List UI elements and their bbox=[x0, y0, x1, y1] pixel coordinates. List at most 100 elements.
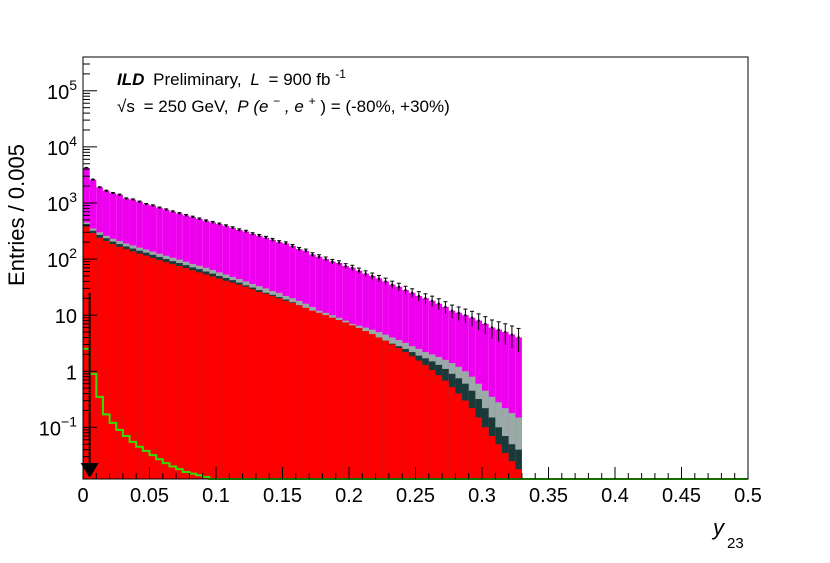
data-point-19 bbox=[211, 221, 214, 224]
series-3-bin-60 bbox=[482, 427, 489, 479]
data-point-26 bbox=[258, 234, 261, 237]
x-tick-label-0: 0 bbox=[77, 485, 88, 507]
data-point-17 bbox=[198, 217, 201, 221]
x-tick-label-8: 0.4 bbox=[601, 485, 629, 507]
series-3-bin-54 bbox=[442, 380, 449, 479]
data-point-5 bbox=[118, 193, 121, 196]
series-3-bin-38 bbox=[335, 319, 343, 479]
data-point-47 bbox=[397, 285, 401, 289]
data-point-38 bbox=[337, 261, 341, 265]
series-3-bin-47 bbox=[395, 347, 403, 479]
annotation-ild: ILD bbox=[117, 70, 144, 89]
y-tick-label-5: 1 bbox=[66, 362, 77, 384]
annotation-lumi-sup: -1 bbox=[335, 67, 346, 81]
data-point-20 bbox=[218, 222, 221, 226]
data-point-40 bbox=[351, 266, 354, 269]
x-tick-label-10: 0.5 bbox=[734, 485, 762, 507]
series-3-bin-17 bbox=[196, 272, 203, 479]
series-3-bin-10 bbox=[149, 257, 157, 479]
series-3-bin-45 bbox=[382, 340, 389, 479]
data-point-23 bbox=[238, 228, 241, 232]
data-point-4 bbox=[111, 191, 115, 195]
series-0-bin-63 bbox=[501, 332, 509, 479]
series-3-bin-53 bbox=[435, 375, 443, 479]
series-3-bin-25 bbox=[249, 289, 256, 479]
data-point-16 bbox=[191, 215, 194, 219]
series-3-bin-32 bbox=[295, 305, 303, 479]
series-3-bin-63 bbox=[501, 452, 509, 479]
series-3-bin-9 bbox=[142, 255, 150, 479]
series-3-bin-50 bbox=[415, 360, 423, 479]
annotation: ILD Preliminary, L = 900 fb -1 √s = 250 … bbox=[117, 67, 450, 116]
annotation-comma: , e bbox=[285, 97, 304, 116]
data-point-63 bbox=[504, 330, 507, 334]
annotation-polarization: ) = (-80%, +30%) bbox=[320, 97, 449, 116]
x-axis-title-subscript: 23 bbox=[727, 535, 744, 552]
data-point-2 bbox=[98, 186, 101, 189]
series-3-bin-39 bbox=[342, 322, 349, 479]
series-3-bin-26 bbox=[255, 291, 263, 479]
series-3-bin-58 bbox=[468, 408, 476, 479]
series-3-bin-16 bbox=[189, 270, 197, 479]
annotation-L: L bbox=[250, 70, 259, 89]
data-point-13 bbox=[171, 210, 174, 213]
data-point-57 bbox=[464, 313, 467, 317]
x-tick-label-6: 0.3 bbox=[468, 485, 496, 507]
data-point-54 bbox=[444, 305, 447, 309]
series-3-bin-36 bbox=[322, 315, 330, 479]
y-tick-label-0: 105 bbox=[47, 77, 77, 104]
series-3-bin-31 bbox=[289, 302, 296, 479]
series-3-bin-7 bbox=[129, 251, 137, 479]
series-3-bin-55 bbox=[448, 387, 456, 479]
annotation-sqrt-s: √s bbox=[117, 97, 135, 116]
data-point-35 bbox=[317, 255, 321, 258]
series-3-bin-56 bbox=[455, 393, 463, 479]
series-0-bin-65 bbox=[515, 337, 522, 479]
data-point-22 bbox=[231, 226, 234, 230]
series-3-bin-48 bbox=[402, 352, 409, 479]
data-point-37 bbox=[331, 260, 334, 263]
series-3-bin-20 bbox=[216, 278, 223, 479]
annotation-lumi: = 900 fb bbox=[269, 70, 331, 89]
x-axis: 0 0.05 0.1 0.15 0.2 0.25 0.3 0.35 0.4 0.45 0.5 bbox=[77, 467, 762, 507]
data-point-51 bbox=[424, 297, 427, 300]
annotation-energy: = 250 GeV, bbox=[144, 97, 229, 116]
data-point-8 bbox=[138, 200, 141, 203]
svg-text:ILD Preliminary, L: ILD Preliminary, L = 900 fb -1 bbox=[117, 67, 346, 89]
data-point-52 bbox=[430, 299, 434, 303]
series-3-bin-5 bbox=[116, 246, 123, 479]
series-3-bin-64 bbox=[508, 461, 516, 479]
series-3-bin-29 bbox=[275, 298, 283, 479]
data-point-44 bbox=[377, 277, 381, 280]
x-tick-label-3: 0.15 bbox=[263, 485, 302, 507]
data-point-64 bbox=[510, 333, 514, 336]
data-point-31 bbox=[291, 244, 294, 248]
series-3-bin-44 bbox=[375, 337, 383, 479]
data-point-65 bbox=[517, 336, 520, 339]
series-3-bin-2 bbox=[96, 237, 103, 479]
x-tick-label-1: 0.05 bbox=[130, 485, 169, 507]
data-point-61 bbox=[490, 326, 494, 329]
x-tick-label-5: 0.25 bbox=[396, 485, 435, 507]
series-3-bin-42 bbox=[362, 331, 369, 479]
series-3-bin-22 bbox=[229, 282, 236, 479]
data-point-41 bbox=[357, 269, 361, 272]
series-3-bin-18 bbox=[202, 274, 210, 479]
y-tick-label-2: 103 bbox=[47, 189, 77, 216]
series-3-bin-59 bbox=[475, 417, 482, 479]
data-point-53 bbox=[437, 302, 440, 305]
data-point-50 bbox=[417, 294, 421, 298]
data-point-39 bbox=[344, 264, 347, 268]
data-point-12 bbox=[164, 208, 168, 211]
data-point-1 bbox=[91, 178, 95, 181]
data-point-32 bbox=[297, 247, 301, 251]
data-point-45 bbox=[384, 280, 387, 283]
y-tick-label-4: 10 bbox=[55, 306, 77, 328]
series-3-bin-40 bbox=[349, 325, 356, 479]
series-3-bin-30 bbox=[282, 300, 290, 479]
data-point-0 bbox=[85, 166, 88, 170]
data-point-15 bbox=[184, 214, 188, 217]
series-3-bin-13 bbox=[169, 264, 177, 479]
data-point-48 bbox=[404, 288, 407, 292]
